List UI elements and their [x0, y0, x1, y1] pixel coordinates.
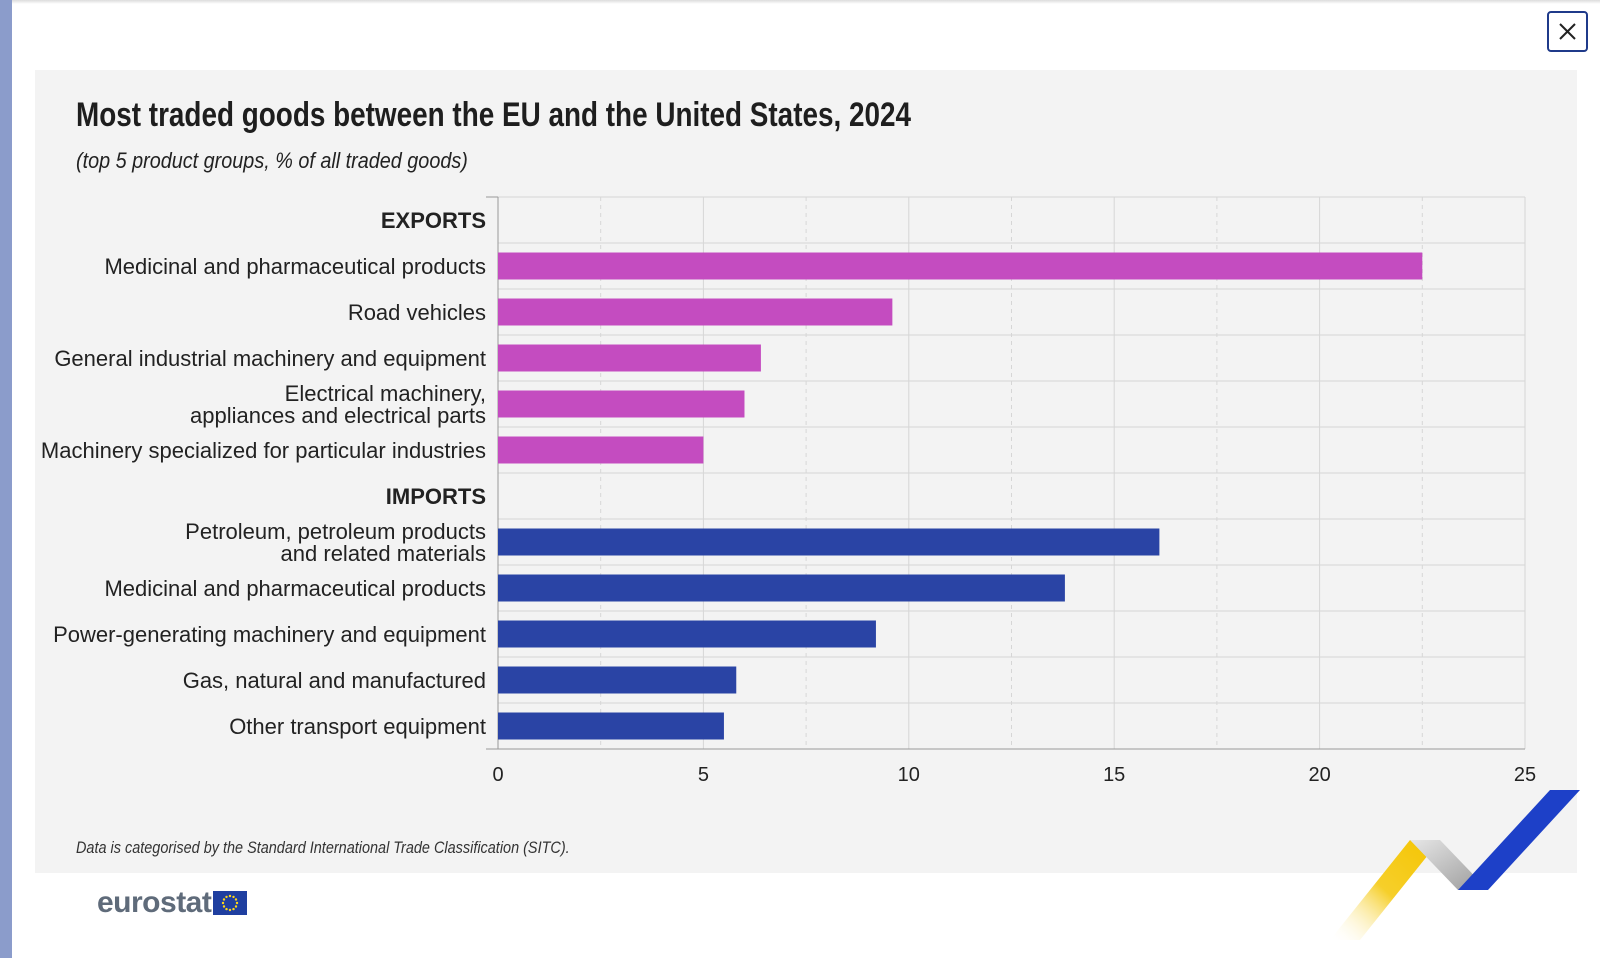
bar-exports: [498, 344, 761, 372]
category-label: Medicinal and pharmaceutical products: [104, 576, 486, 601]
group-header-exports: EXPORTS: [381, 208, 486, 233]
x-tick-label: 0: [492, 764, 503, 786]
category-label: and related materials: [281, 541, 486, 566]
category-label: Electrical machinery,: [285, 381, 486, 406]
bar-imports: [498, 712, 724, 740]
bar-exports: [498, 390, 745, 418]
top-shadow: [12, 0, 1600, 4]
x-tick-label: 5: [698, 764, 709, 786]
bar-imports: [498, 574, 1065, 602]
category-label: Medicinal and pharmaceutical products: [104, 254, 486, 279]
category-label: General industrial machinery and equipme…: [54, 346, 486, 371]
bar-imports: [498, 666, 737, 694]
chart-title: Most traded goods between the EU and the…: [76, 96, 912, 134]
eu-flag-icon: [213, 891, 248, 915]
category-label: Gas, natural and manufactured: [183, 668, 486, 693]
x-tick-label: 20: [1308, 764, 1330, 786]
category-label: Petroleum, petroleum products: [185, 519, 486, 544]
category-label: appliances and electrical parts: [190, 403, 486, 428]
footnote: Data is categorised by the Standard Inte…: [76, 838, 570, 857]
logo-text: eurostat: [97, 886, 212, 919]
eurostat-logo: eurostat: [97, 886, 248, 920]
category-label: Road vehicles: [348, 300, 486, 325]
bar-exports: [498, 298, 893, 326]
bar-chart: EXPORTS Medicinal and pharmaceutical prod…: [41, 196, 1536, 786]
bar-imports: [498, 528, 1160, 556]
bar-exports: [498, 252, 1423, 280]
bar-exports: [498, 436, 704, 464]
category-label: Machinery specialized for particular ind…: [41, 438, 486, 463]
bar-imports: [498, 620, 876, 648]
left-accent-strip: [0, 0, 12, 958]
close-icon: [1559, 23, 1576, 40]
decorative-chevron: [1330, 790, 1580, 940]
x-tick-label: 15: [1103, 764, 1125, 786]
close-button[interactable]: [1547, 11, 1588, 52]
category-label: Other transport equipment: [229, 714, 486, 739]
x-tick-label: 25: [1514, 764, 1536, 786]
x-tick-label: 10: [898, 764, 920, 786]
group-header-imports: IMPORTS: [386, 484, 486, 509]
chart-subtitle: (top 5 product groups, % of all traded g…: [76, 148, 468, 173]
category-label: Power-generating machinery and equipment: [53, 622, 486, 647]
